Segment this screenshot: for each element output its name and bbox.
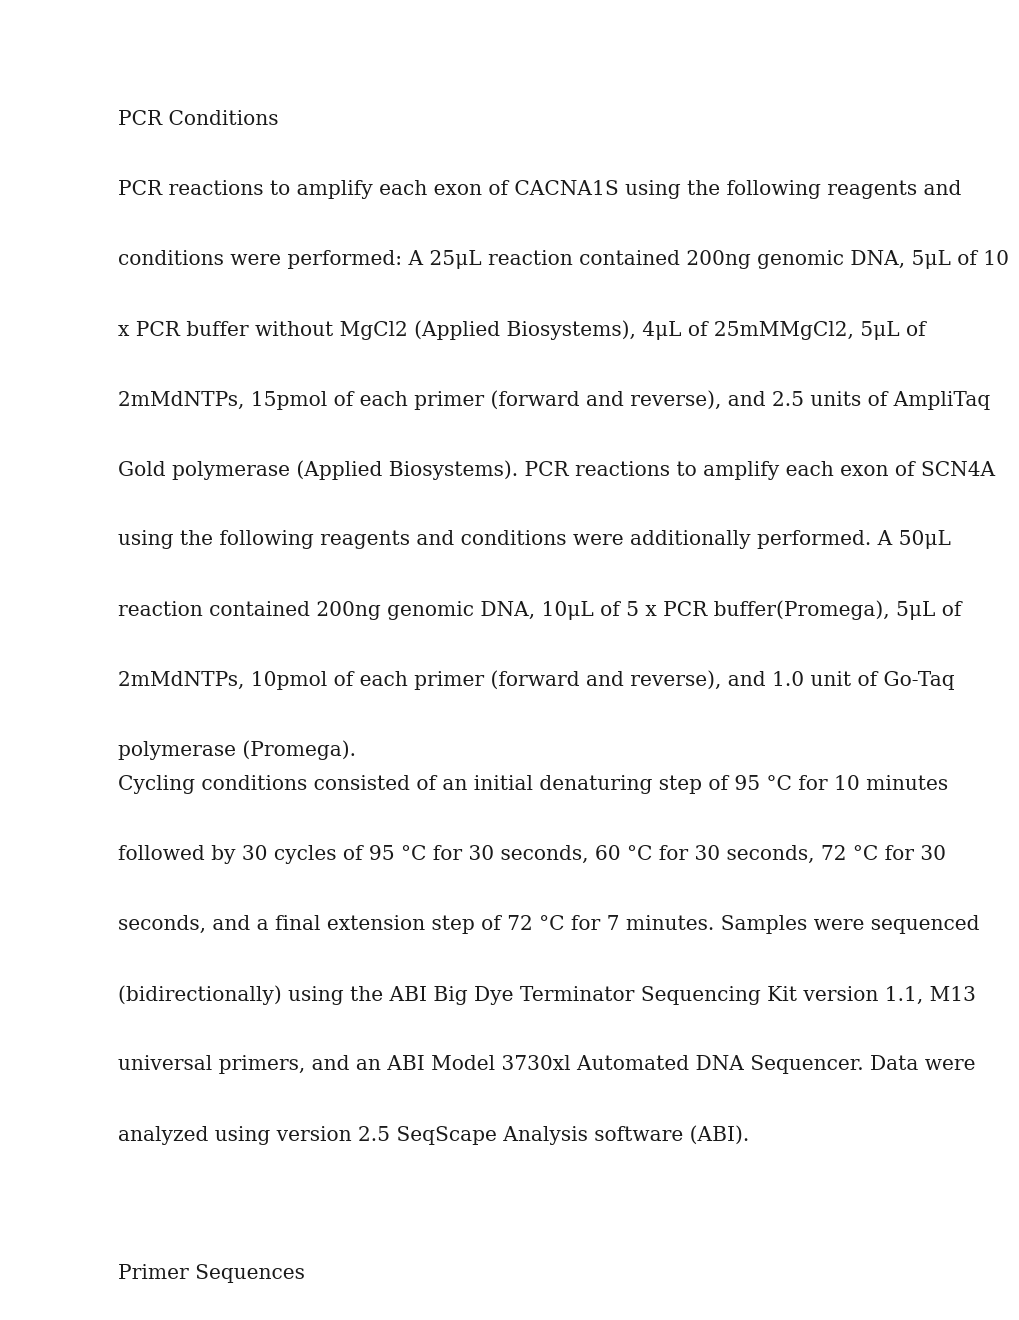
Text: Cycling conditions consisted of an initial denaturing step of 95 °C for 10 minut: Cycling conditions consisted of an initi…: [118, 775, 948, 795]
Text: seconds, and a final extension step of 72 °C for 7 minutes. Samples were sequenc: seconds, and a final extension step of 7…: [118, 915, 978, 935]
Text: 2mMdNTPs, 15pmol of each primer (forward and reverse), and 2.5 units of AmpliTaq: 2mMdNTPs, 15pmol of each primer (forward…: [118, 389, 989, 409]
Text: polymerase (Promega).: polymerase (Promega).: [118, 741, 356, 759]
Text: Primer Sequences: Primer Sequences: [118, 1265, 305, 1283]
Text: PCR Conditions: PCR Conditions: [118, 110, 278, 129]
Text: reaction contained 200ng genomic DNA, 10μL of 5 x PCR buffer(Promega), 5μL of: reaction contained 200ng genomic DNA, 10…: [118, 601, 961, 619]
Text: Gold polymerase (Applied Biosystems). PCR reactions to amplify each exon of SCN4: Gold polymerase (Applied Biosystems). PC…: [118, 459, 995, 479]
Text: conditions were performed: A 25μL reaction contained 200ng genomic DNA, 5μL of 1: conditions were performed: A 25μL reacti…: [118, 249, 1008, 269]
Text: analyzed using version 2.5 SeqScape Analysis software (ABI).: analyzed using version 2.5 SeqScape Anal…: [118, 1125, 749, 1144]
Text: 2mMdNTPs, 10pmol of each primer (forward and reverse), and 1.0 unit of Go-Taq: 2mMdNTPs, 10pmol of each primer (forward…: [118, 671, 954, 689]
Text: followed by 30 cycles of 95 °C for 30 seconds, 60 °C for 30 seconds, 72 °C for 3: followed by 30 cycles of 95 °C for 30 se…: [118, 845, 945, 865]
Text: (bidirectionally) using the ABI Big Dye Terminator Sequencing Kit version 1.1, M: (bidirectionally) using the ABI Big Dye …: [118, 985, 975, 1005]
Text: PCR reactions to amplify each exon of CACNA1S using the following reagents and: PCR reactions to amplify each exon of CA…: [118, 180, 961, 199]
Text: x PCR buffer without MgCl2 (Applied Biosystems), 4μL of 25mMMgCl2, 5μL of: x PCR buffer without MgCl2 (Applied Bios…: [118, 319, 924, 339]
Text: using the following reagents and conditions were additionally performed. A 50μL: using the following reagents and conditi…: [118, 531, 950, 549]
Text: universal primers, and an ABI Model 3730xl Automated DNA Sequencer. Data were: universal primers, and an ABI Model 3730…: [118, 1055, 974, 1074]
